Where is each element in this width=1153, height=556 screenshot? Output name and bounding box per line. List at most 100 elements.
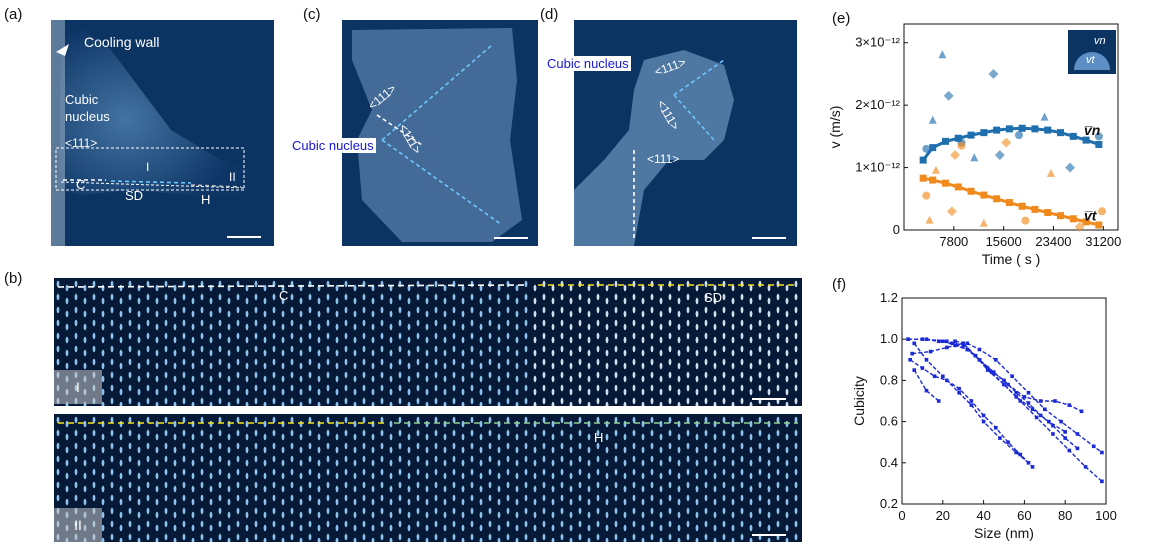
lattice-atom (299, 472, 303, 480)
lattice-atom (227, 388, 231, 396)
lattice-atom (704, 280, 708, 288)
lattice-atom (110, 358, 114, 366)
lattice-atom (704, 455, 708, 463)
series-label: v̅n (1084, 122, 1100, 138)
lattice-atom (110, 481, 114, 489)
lattice-atom (659, 420, 663, 428)
lattice-atom (371, 446, 375, 454)
lattice-atom (299, 297, 303, 305)
lattice-atom (254, 384, 258, 392)
lattice-atom (578, 332, 582, 340)
stacking-disorder-label: SD (125, 188, 144, 203)
lattice-atom (92, 481, 96, 489)
lattice-atom (461, 537, 465, 542)
lattice-atom (515, 323, 519, 331)
lattice-atom (677, 388, 681, 396)
lattice-atom (128, 293, 132, 301)
lattice-atom (515, 349, 519, 357)
lattice-atom (182, 507, 186, 515)
lattice-atom (335, 336, 339, 344)
lattice-atom (272, 319, 276, 327)
lattice-atom (128, 442, 132, 450)
lattice-atom (335, 375, 339, 383)
lattice-atom (695, 375, 699, 383)
lattice-atom (776, 416, 780, 424)
lattice-atom (515, 401, 519, 406)
lattice-atom (272, 481, 276, 489)
lattice-atom (407, 459, 411, 467)
lattice-atom (605, 310, 609, 318)
lattice-atom (632, 371, 636, 379)
lattice-atom (524, 280, 528, 288)
lattice-atom (290, 468, 294, 476)
lattice-atom (353, 336, 357, 344)
lattice-atom (254, 371, 258, 379)
lattice-atom (767, 349, 771, 357)
lattice-atom (614, 345, 618, 353)
lattice-atom (254, 332, 258, 340)
lattice-atom (632, 429, 636, 437)
lattice-atom (758, 494, 762, 502)
lattice-atom (227, 472, 231, 480)
curve-point (920, 366, 925, 370)
lattice-atom (587, 362, 591, 370)
lattice-atom (389, 446, 393, 454)
lattice-atom (668, 319, 672, 327)
lattice-atom (263, 362, 267, 370)
curve-point (912, 341, 917, 346)
lattice-atom (317, 485, 321, 493)
lattice-atom (650, 429, 654, 437)
scatter-point (1021, 216, 1030, 225)
lattice-atom (434, 416, 438, 424)
lattice-atom (758, 358, 762, 366)
lattice-atom (326, 507, 330, 515)
lattice-atom (182, 358, 186, 366)
lattice-atom (317, 349, 321, 357)
lattice-atom (686, 429, 690, 437)
lattice-atom (533, 297, 537, 305)
lattice-atom (470, 533, 474, 541)
lattice-atom (92, 306, 96, 314)
lattice-atom (434, 397, 438, 405)
lattice-atom (299, 498, 303, 506)
lattice-atom (245, 485, 249, 493)
lattice-atom (443, 537, 447, 542)
lattice-atom (749, 349, 753, 357)
lattice-atom (128, 533, 132, 541)
cubicity-curve (912, 341, 1031, 465)
lattice-atom (578, 416, 582, 424)
scale-bar (752, 237, 786, 239)
curve-point (945, 345, 949, 350)
lattice-atom (785, 388, 789, 396)
lattice-atom (623, 401, 627, 406)
lattice-atom (83, 310, 87, 318)
curve-point (961, 343, 965, 348)
lattice-atom (128, 371, 132, 379)
lattice-atom (344, 507, 348, 515)
mean-point (1005, 199, 1013, 207)
lattice-atom (182, 332, 186, 340)
lattice-atom (65, 362, 69, 370)
mean-point (1018, 124, 1026, 132)
lattice-atom (227, 446, 231, 454)
lattice-atom (488, 293, 492, 301)
lattice-atom (551, 375, 555, 383)
lattice-atom (515, 485, 519, 493)
lattice-atom (119, 472, 123, 480)
lattice-atom (308, 468, 312, 476)
lattice-atom (425, 401, 429, 406)
scatter-point (938, 50, 947, 59)
x-tick-label: 31200 (1085, 234, 1121, 249)
lattice-atom (101, 537, 105, 542)
lattice-atom (542, 319, 546, 327)
lattice-atom (587, 336, 591, 344)
lattice-atom (101, 433, 105, 441)
lattice-atom (614, 358, 618, 366)
lattice-atom (461, 498, 465, 506)
lattice-atom (776, 507, 780, 515)
lattice-atom (722, 345, 726, 353)
lattice-atom (560, 429, 564, 437)
lattice-atom (677, 433, 681, 441)
lattice-atom (704, 429, 708, 437)
lattice-atom (785, 375, 789, 383)
